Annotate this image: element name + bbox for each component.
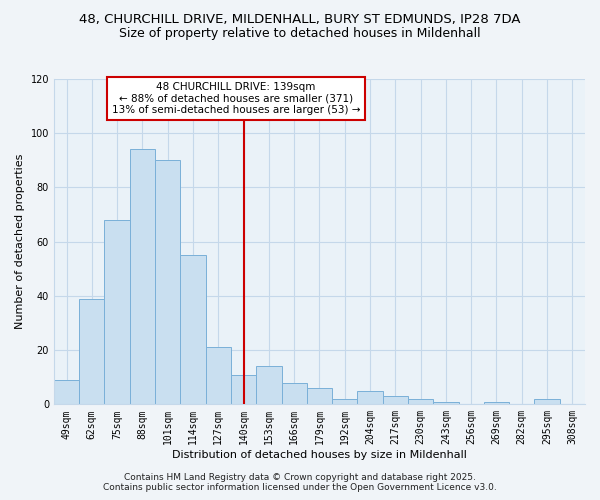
Bar (181, 255, 206, 404)
Bar (155, 160, 181, 404)
Bar (433, 402, 458, 404)
Bar (281, 382, 307, 404)
Bar (54, 380, 79, 404)
Bar (332, 399, 358, 404)
Bar (79, 298, 104, 405)
Text: 48 CHURCHILL DRIVE: 139sqm
← 88% of detached houses are smaller (371)
13% of sem: 48 CHURCHILL DRIVE: 139sqm ← 88% of deta… (112, 82, 360, 115)
Text: Contains HM Land Registry data © Crown copyright and database right 2025.
Contai: Contains HM Land Registry data © Crown c… (103, 473, 497, 492)
Y-axis label: Number of detached properties: Number of detached properties (15, 154, 25, 330)
Bar (535, 399, 560, 404)
Bar (383, 396, 408, 404)
X-axis label: Distribution of detached houses by size in Mildenhall: Distribution of detached houses by size … (172, 450, 467, 460)
Text: Size of property relative to detached houses in Mildenhall: Size of property relative to detached ho… (119, 28, 481, 40)
Bar (256, 366, 281, 405)
Bar (206, 348, 231, 405)
Text: 48, CHURCHILL DRIVE, MILDENHALL, BURY ST EDMUNDS, IP28 7DA: 48, CHURCHILL DRIVE, MILDENHALL, BURY ST… (79, 12, 521, 26)
Bar (104, 220, 130, 404)
Bar (130, 150, 155, 404)
Bar (307, 388, 332, 404)
Bar (408, 399, 433, 404)
Bar (484, 402, 509, 404)
Bar (231, 374, 256, 404)
Bar (358, 391, 383, 404)
